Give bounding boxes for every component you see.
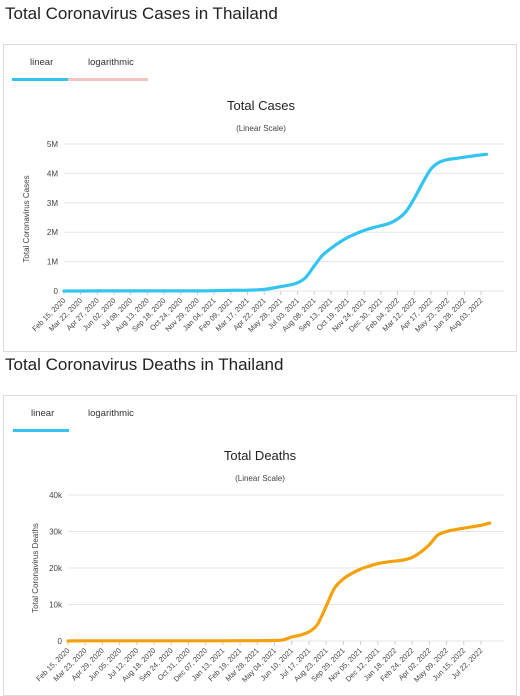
cases-scale-tabs: linear logarithmic — [4, 45, 516, 83]
cases-line-chart: Total Cases (Linear Scale) Total Coronav… — [22, 98, 504, 334]
y-tick-label: 1M — [47, 258, 58, 267]
y-tick-label: 20k — [49, 564, 63, 573]
deaths-scale-tabs: linear logarithmic — [4, 396, 516, 434]
tab-linear-active-indicator — [12, 78, 68, 81]
deaths-chart-panel: linear logarithmic Total Deaths (Linear … — [3, 395, 517, 696]
tab-linear[interactable]: linear — [31, 408, 55, 419]
y-tick-label: 2M — [47, 228, 58, 237]
tab-linear-active-indicator — [13, 429, 69, 432]
series-line — [62, 152, 489, 293]
y-tick-label: 0 — [54, 287, 59, 296]
y-tick-label: 4M — [47, 169, 58, 178]
deaths-line-chart: Total Deaths (Linear Scale) Total Corona… — [31, 448, 504, 684]
cases-chart-panel: linear logarithmic Total Cases (Linear S… — [3, 44, 517, 352]
tab-logarithmic[interactable]: logarithmic — [88, 408, 134, 419]
tab-linear[interactable]: linear — [30, 57, 54, 68]
y-tick-label: 5M — [47, 140, 58, 149]
y-tick-label: 40k — [49, 491, 63, 500]
cases-section-title: Total Coronavirus Cases in Thailand — [5, 4, 278, 23]
y-tick-label: 30k — [49, 528, 63, 537]
series-line — [66, 521, 492, 643]
chart-subtitle: (Linear Scale) — [236, 124, 286, 133]
tab-logarithmic-indicator — [68, 78, 148, 81]
chart-subtitle: (Linear Scale) — [235, 474, 285, 483]
y-tick-label: 0 — [58, 637, 63, 646]
tab-logarithmic[interactable]: logarithmic — [88, 57, 134, 68]
y-axis-label: Total Coronavirus Deaths — [31, 523, 40, 613]
chart-title: Total Deaths — [224, 448, 297, 463]
y-tick-label: 10k — [49, 601, 63, 610]
y-tick-label: 3M — [47, 199, 58, 208]
y-axis-label: Total Coronavirus Cases — [22, 175, 31, 262]
chart-title: Total Cases — [227, 98, 295, 113]
deaths-section-title: Total Coronavirus Deaths in Thailand — [5, 355, 284, 374]
